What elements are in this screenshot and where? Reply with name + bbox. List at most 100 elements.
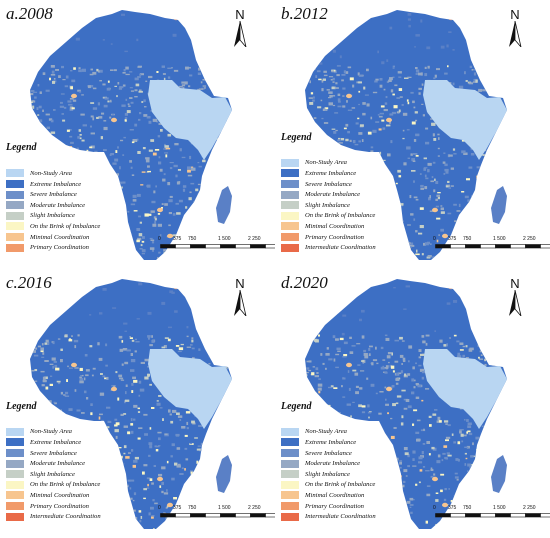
scale-tick-label: 0	[433, 505, 436, 511]
legend-swatch	[6, 190, 24, 199]
legend-label: Slight Imbalance	[30, 212, 75, 220]
north-label: N	[510, 7, 520, 22]
legend-item: Severe Imbalance	[6, 189, 100, 200]
scale-tick-label: 2 250	[248, 236, 261, 242]
legend-label: Non-Study Area	[305, 159, 347, 167]
non-study-area-region	[148, 349, 232, 429]
scale-bar-graphic	[435, 244, 550, 249]
scale-tick-label: 2 250	[248, 505, 261, 511]
scale-tick-label: 750	[463, 505, 472, 511]
legend-swatch	[281, 190, 299, 199]
legend-label: On the Brink of Imbalance	[305, 212, 376, 220]
legend-label: Intermediate Coordination	[30, 513, 101, 521]
legend-item: Moderate Imbalance	[6, 200, 100, 211]
legend-swatch	[6, 449, 24, 458]
legend-swatch	[6, 233, 24, 242]
legend-label: Extreme Imbalance	[305, 438, 357, 446]
legend-title: Legend	[6, 400, 37, 412]
scale-tick-label: 1 500	[218, 236, 231, 242]
legend-swatch	[281, 169, 299, 178]
africa-map	[30, 279, 232, 529]
legend-label: On the Brink of Imbalance	[30, 481, 101, 489]
legend-label: Minimal Coordination	[30, 233, 90, 241]
legend-item: Slight Imbalance	[6, 211, 100, 222]
legend-label: Extreme Imbalance	[30, 180, 82, 188]
north-label: N	[235, 7, 245, 22]
legend-swatch	[281, 427, 299, 436]
legend-item: On the Brink of Imbalance	[281, 211, 376, 222]
legend-item: Moderate Imbalance	[281, 189, 376, 200]
panel-label: b.2012	[281, 4, 328, 23]
legend-swatch	[281, 233, 299, 242]
legend-label: On the Brink of Imbalance	[305, 481, 376, 489]
north-arrow-icon	[509, 289, 522, 317]
legend-label: Moderate Imbalance	[305, 460, 361, 468]
legend-swatch	[6, 201, 24, 210]
map-panel-2012: b.2012 N Legend Non-Study Area Extreme Imbal…	[275, 0, 550, 269]
legend-label: Moderate Imbalance	[305, 191, 361, 199]
scale-tick-label: 750	[188, 236, 197, 242]
map-panel-2020: d.2020 N Legend Non-Study Area Extreme Imbal…	[275, 269, 550, 538]
legend-swatch	[281, 459, 299, 468]
legend-swatch	[6, 502, 24, 511]
legend-item: Non-Study Area	[281, 158, 376, 169]
legend-item: Minimal Coordination	[6, 232, 100, 243]
legend-swatch	[6, 491, 24, 500]
scale-tick-label: 750	[463, 236, 472, 242]
map-panel-2008: a.2008 N Legend Non-Study Area Extreme Imbal…	[0, 0, 275, 269]
north-label: N	[235, 276, 245, 291]
madagascar-island	[491, 455, 507, 493]
legend-swatch	[281, 243, 299, 252]
legend-swatch	[6, 480, 24, 489]
non-study-area-region	[423, 80, 507, 160]
legend-label: Moderate Imbalance	[30, 460, 86, 468]
scale-tick-label: 1 500	[493, 236, 506, 242]
legend-swatch	[281, 480, 299, 489]
legend-label: Severe Imbalance	[30, 191, 77, 199]
legend-swatch	[281, 502, 299, 511]
legend-swatch	[6, 180, 24, 189]
legend-swatch	[281, 491, 299, 500]
legend-title: Legend	[6, 142, 37, 154]
madagascar-island	[216, 455, 232, 493]
north-arrow: N	[227, 277, 253, 317]
legend-item: Non-Study Area	[6, 168, 100, 179]
legend-swatch	[6, 459, 24, 468]
legend-label: Minimal Coordination	[305, 491, 365, 499]
legend-swatch	[281, 201, 299, 210]
legend: Non-Study Area Extreme Imbalance Severe Im…	[6, 168, 100, 253]
legend-item: Slight Imbalance	[281, 200, 376, 211]
scale-tick-label: 750	[188, 505, 197, 511]
legend: Non-Study Area Extreme Imbalance Severe Im…	[281, 158, 376, 253]
legend-item: Primary Coordination	[281, 501, 376, 512]
legend-label: Primary Coordination	[305, 233, 364, 241]
scale-tick-label: 375	[448, 236, 457, 242]
legend-swatch	[6, 222, 24, 231]
legend-swatch	[6, 427, 24, 436]
scale-tick-label: 375	[173, 505, 182, 511]
legend-item: Moderate Imbalance	[6, 458, 101, 469]
north-label: N	[510, 276, 520, 291]
legend-label: Intermediate Coordination	[305, 244, 376, 252]
north-arrow-icon	[234, 289, 247, 317]
legend-item: Primary Coordination	[6, 501, 101, 512]
legend-label: Minimal Coordination	[30, 491, 90, 499]
map-panel-2016: c.2016 N Legend Non-Study Area Extreme Imbal…	[0, 269, 275, 538]
scale-tick-label: 1 500	[493, 505, 506, 511]
legend-item: Primary Coordination	[281, 232, 376, 243]
africa-map	[305, 10, 507, 260]
legend-item: Extreme Imbalance	[281, 168, 376, 179]
legend-swatch	[6, 243, 24, 252]
legend-label: Primary Coordination	[30, 502, 89, 510]
legend-swatch	[281, 449, 299, 458]
legend-title: Legend	[281, 400, 312, 412]
scale-tick-label: 375	[448, 505, 457, 511]
non-study-area-region	[148, 80, 232, 160]
legend-item: Intermediate Coordination	[281, 242, 376, 253]
scale-tick-label: 1 500	[218, 505, 231, 511]
legend-item: Intermediate Coordination	[281, 511, 376, 522]
legend-item: Extreme Imbalance	[281, 437, 376, 448]
scale-tick-label: 2 250	[523, 505, 536, 511]
legend-item: Minimal Coordination	[281, 221, 376, 232]
